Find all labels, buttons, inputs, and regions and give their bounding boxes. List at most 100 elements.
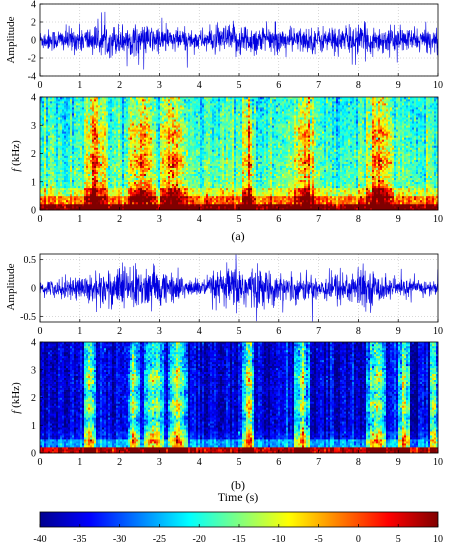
spectrogram-cell — [50, 153, 53, 156]
spectrogram-cell — [136, 181, 139, 185]
spectrogram-cell — [82, 137, 85, 140]
spectrogram-cell — [90, 189, 93, 193]
spectrogram-cell — [112, 115, 115, 118]
spectrogram-cell — [142, 145, 145, 148]
spectrogram-cell — [192, 157, 195, 160]
spectrogram-cell — [210, 197, 213, 201]
spectrogram-cell — [192, 179, 195, 183]
spectrogram-cell — [200, 171, 203, 174]
spectrogram-cell — [210, 143, 213, 146]
spectrogram-cell — [208, 165, 211, 168]
spectrogram-cell — [194, 133, 197, 136]
spectrogram-cell — [178, 103, 181, 106]
spectrogram-cell — [58, 173, 61, 176]
spectrogram-cell — [172, 113, 175, 116]
spectrogram-cell — [196, 135, 199, 138]
spectrogram-cell — [188, 203, 191, 207]
spectrogram-cell — [112, 143, 115, 146]
spectrogram-cell — [212, 135, 215, 138]
spectrogram-cell — [98, 161, 101, 164]
spectrogram-cell — [102, 177, 105, 181]
spectrogram-cell — [190, 161, 193, 164]
spectrogram-cell — [76, 159, 79, 162]
spectrogram-cell — [106, 193, 109, 197]
spectrogram-cell — [114, 155, 117, 158]
spectrogram-cell — [120, 117, 123, 120]
spectrogram-cell — [46, 185, 49, 189]
spectrogram-cell — [162, 159, 165, 162]
spectrogram-cell — [200, 97, 203, 100]
spectrogram-cell — [194, 191, 197, 195]
spectrogram-cell — [86, 115, 89, 118]
spectrogram-cell — [172, 143, 175, 146]
spectrogram-cell — [104, 131, 107, 134]
spectrogram-cell — [122, 111, 125, 114]
spectrogram-cell — [64, 179, 67, 183]
spectrogram-cell — [74, 171, 77, 174]
spectrogram-cell — [78, 133, 81, 136]
spectrogram-cell — [124, 143, 127, 146]
spectrogram-cell — [68, 119, 71, 122]
spectrogram-cell — [128, 169, 131, 172]
spectrogram-cell — [56, 195, 59, 199]
spectrogram-cell — [116, 171, 119, 174]
spectrogram-cell — [70, 179, 73, 183]
spectrogram-cell — [130, 189, 133, 193]
spectrogram-cell — [80, 141, 83, 144]
spectrogram-cell — [164, 145, 167, 148]
spectrogram-cell — [66, 169, 69, 172]
spectrogram-cell — [58, 197, 61, 201]
spectrogram-cell — [122, 101, 125, 104]
spectrogram-cell — [56, 111, 59, 114]
spectrogram-cell — [162, 203, 165, 207]
spectrogram-cell — [194, 147, 197, 150]
spectrogram-cell — [208, 129, 211, 132]
spectrogram-cell — [156, 161, 159, 164]
spectrogram-cell — [62, 173, 65, 176]
spectrogram-cell — [162, 165, 165, 168]
spectrogram-cell — [66, 123, 69, 126]
spectrogram-cell — [170, 189, 173, 193]
spectrogram-cell — [188, 193, 191, 197]
spectrogram-cell — [146, 205, 149, 209]
spectrogram-cell — [184, 167, 187, 170]
spectrogram-cell — [64, 205, 67, 209]
spectrogram-cell — [74, 193, 77, 197]
spectrogram-cell — [102, 197, 105, 201]
spectrogram-cell — [136, 195, 139, 199]
spectrogram-cell — [78, 187, 81, 191]
spectrogram-cell — [104, 157, 107, 160]
spectrogram-cell — [140, 141, 143, 144]
spectrogram-cell — [82, 115, 85, 118]
spectrogram-cell — [56, 205, 59, 209]
spectrogram-cell — [208, 205, 211, 209]
spectrogram-cell — [124, 97, 127, 100]
spectrogram-cell — [138, 207, 141, 211]
spectrogram-cell — [60, 117, 63, 120]
spectrogram-cell — [156, 147, 159, 150]
spectrogram-cell — [70, 189, 73, 193]
spectrogram-cell — [148, 181, 151, 185]
spectrogram-cell — [174, 203, 177, 207]
spectrogram-cell — [170, 153, 173, 156]
spectrogram-cell — [206, 101, 209, 104]
spectrogram-cell — [58, 119, 61, 122]
spectrogram-cell — [202, 177, 205, 181]
spectrogram-cell — [196, 207, 199, 211]
spectrogram-cell — [148, 111, 151, 114]
spectrogram-cell — [98, 163, 101, 166]
spectrogram-cell — [118, 117, 121, 120]
spectrogram-cell — [100, 109, 103, 112]
spectrogram-cell — [48, 153, 51, 156]
spectrogram-cell — [50, 177, 53, 181]
spectrogram-cell — [86, 151, 89, 154]
spectrogram-cell — [116, 115, 119, 118]
spectrogram-cell — [166, 161, 169, 164]
panel-a-amplitude-ylabel: Amplitude — [5, 16, 17, 63]
spectrogram-cell — [114, 129, 117, 132]
spectrogram-cell — [152, 135, 155, 138]
spectrogram-cell — [186, 101, 189, 104]
spectrogram-cell — [168, 193, 171, 197]
spectrogram-cell — [154, 179, 157, 183]
spectrogram-cell — [210, 201, 213, 205]
